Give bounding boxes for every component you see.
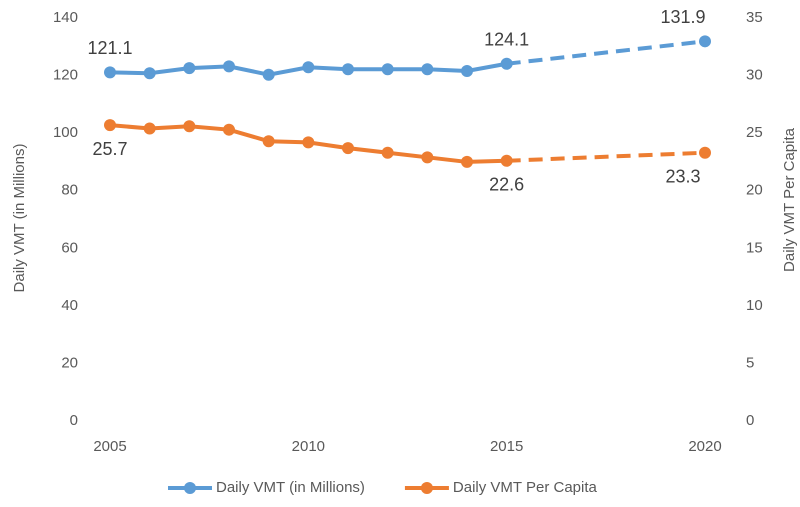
y2-tick-label: 30 — [746, 67, 763, 84]
legend-marker — [184, 482, 196, 494]
marker — [104, 119, 116, 132]
marker — [223, 123, 235, 136]
projection-line — [506, 39, 706, 66]
marker — [381, 63, 394, 76]
marker — [500, 154, 513, 167]
y-tick-label: 40 — [61, 297, 78, 314]
x-tick-label: 2010 — [292, 438, 325, 455]
x-tick-label: 2005 — [93, 438, 126, 455]
marker — [461, 155, 473, 168]
marker — [302, 136, 315, 149]
legend-label: Daily VMT (in Millions) — [216, 479, 365, 496]
marker — [461, 64, 473, 77]
y-tick-label: 80 — [61, 182, 78, 199]
marker — [342, 63, 354, 76]
y2-tick-label: 0 — [746, 412, 754, 429]
y2-tick-label: 20 — [746, 182, 763, 199]
y-tick-label: 60 — [61, 239, 78, 256]
data-label: 131.9 — [660, 7, 705, 27]
y2-axis-title: Daily VMT Per Capita — [781, 127, 798, 272]
data-label: 23.3 — [665, 166, 700, 186]
y2-tick-label: 35 — [746, 9, 763, 26]
marker — [262, 135, 275, 148]
y-axis-title: Daily VMT (in Millions) — [11, 144, 28, 293]
x-tick-label: 2015 — [490, 438, 523, 455]
marker — [500, 57, 513, 70]
x-tick-label: 2020 — [688, 438, 721, 455]
data-label: 121.1 — [87, 38, 132, 58]
y-tick-label: 20 — [61, 354, 78, 371]
legend-label: Daily VMT Per Capita — [453, 479, 598, 496]
marker — [143, 122, 156, 135]
y2-tick-label: 5 — [746, 354, 754, 371]
y-tick-label: 0 — [70, 412, 78, 429]
marker — [699, 146, 711, 159]
marker — [223, 60, 235, 73]
y2-tick-label: 15 — [746, 239, 763, 256]
y-tick-label: 100 — [53, 124, 78, 141]
y2-tick-label: 10 — [746, 297, 763, 314]
y-tick-label: 120 — [53, 67, 78, 84]
marker — [183, 120, 196, 133]
marker — [143, 67, 156, 80]
y2-tick-label: 25 — [746, 124, 763, 141]
marker — [262, 68, 275, 81]
marker — [699, 35, 711, 48]
marker — [302, 61, 315, 74]
marker — [342, 142, 354, 155]
y-tick-label: 140 — [53, 9, 78, 26]
marker — [183, 62, 196, 75]
marker — [421, 151, 434, 164]
projection-line — [506, 150, 706, 163]
data-label: 124.1 — [484, 30, 529, 50]
legend-marker — [420, 482, 433, 494]
marker — [104, 66, 116, 79]
marker — [381, 146, 394, 159]
marker — [421, 63, 434, 76]
data-label: 25.7 — [92, 139, 127, 159]
data-label: 22.6 — [489, 175, 524, 195]
